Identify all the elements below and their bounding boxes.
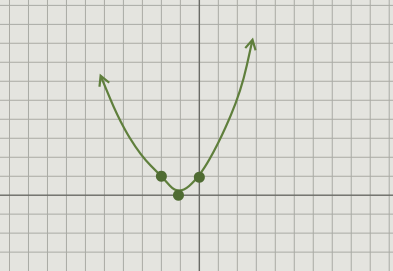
paper	[0, 0, 393, 271]
graph-paper-photo	[0, 0, 393, 271]
point	[156, 171, 167, 182]
point	[173, 190, 184, 201]
point	[194, 172, 205, 183]
